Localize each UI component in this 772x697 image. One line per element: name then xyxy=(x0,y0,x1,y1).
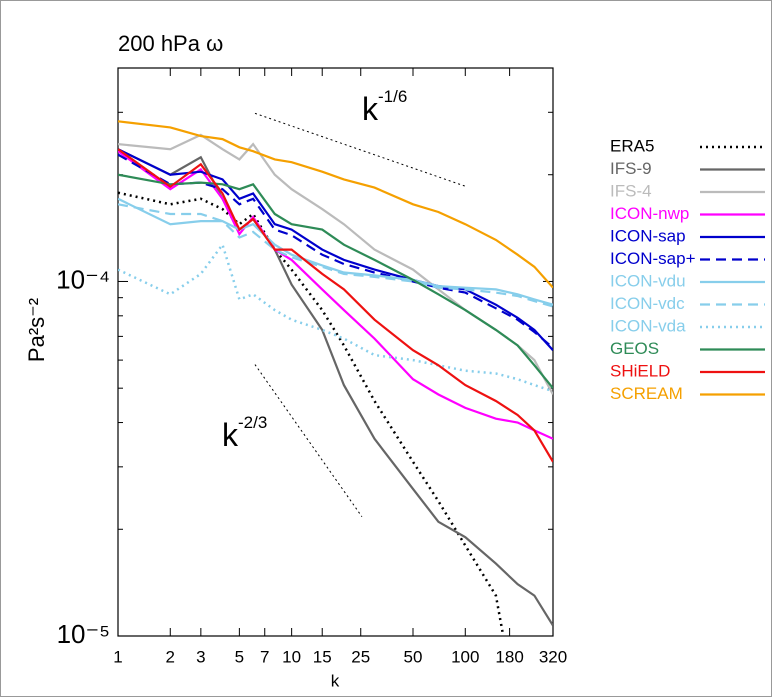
series-line xyxy=(118,148,553,627)
x-tick-label: 50 xyxy=(404,647,423,666)
legend-label: IFS-9 xyxy=(610,159,652,178)
legend-label: ICON-vda xyxy=(610,316,686,335)
x-tick-label: 1 xyxy=(113,647,122,666)
series-line xyxy=(118,173,553,389)
series-line xyxy=(118,148,553,463)
annotation: k-1/6 xyxy=(362,87,407,127)
y-axis-label: Pa²s⁻² xyxy=(24,298,49,362)
reference-line xyxy=(254,112,467,188)
annotation-exponent: -2/3 xyxy=(238,413,267,432)
x-tick-label: 3 xyxy=(196,647,205,666)
x-tick-label: 7 xyxy=(260,647,269,666)
series-line xyxy=(118,197,553,306)
x-tick-label: 2 xyxy=(166,647,175,666)
series-line xyxy=(118,120,553,289)
legend-label: ICON-vdc xyxy=(610,294,685,313)
x-tick-label: 10 xyxy=(282,647,301,666)
legend-label: ICON-nwp xyxy=(610,204,689,223)
chart-title: 200 hPa ω xyxy=(118,31,223,56)
annotation-base: k xyxy=(222,417,239,453)
x-tick-label: 100 xyxy=(451,647,479,666)
series-line xyxy=(118,191,505,636)
legend-label: ICON-vdu xyxy=(610,271,686,290)
x-tick-label: 15 xyxy=(313,647,332,666)
reference-line xyxy=(254,364,363,517)
annotation: k-2/3 xyxy=(222,413,267,453)
legend-label: GEOS xyxy=(610,339,659,358)
y-tick-label: 10⁻⁴ xyxy=(56,264,110,294)
y-tick-label: 10⁻⁵ xyxy=(57,619,110,649)
x-tick-label: 320 xyxy=(539,647,567,666)
legend-label: SCREAM xyxy=(610,384,683,403)
legend-label: IFS-4 xyxy=(610,181,652,200)
x-axis-label: k xyxy=(331,671,340,690)
plot-area xyxy=(117,67,554,637)
annotation-exponent: -1/6 xyxy=(378,87,407,106)
legend-label: ERA5 xyxy=(610,136,654,155)
legend-label: SHiELD xyxy=(610,361,670,380)
x-tick-label: 180 xyxy=(495,647,523,666)
annotation-base: k xyxy=(362,91,379,127)
x-tick-label: 25 xyxy=(351,647,370,666)
series-line xyxy=(118,148,553,351)
series-group xyxy=(118,120,553,636)
series-line xyxy=(118,203,553,308)
x-tick-label: 5 xyxy=(235,647,244,666)
series-line xyxy=(118,150,553,440)
legend-label: ICON-sap xyxy=(610,226,686,245)
legend-label: ICON-sap+ xyxy=(610,249,696,268)
